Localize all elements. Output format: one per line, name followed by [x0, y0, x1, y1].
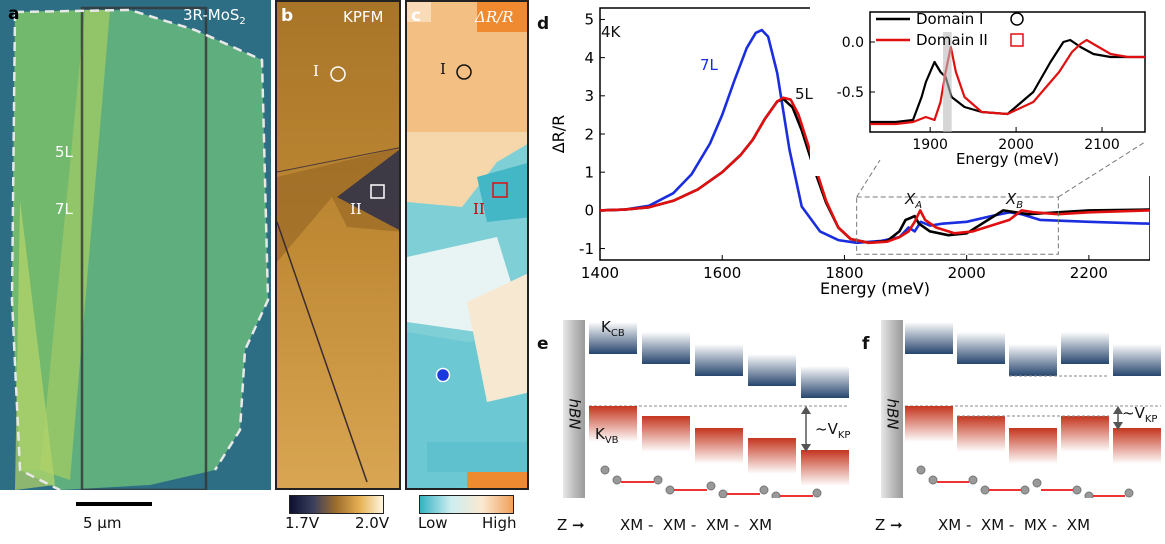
x-axis-label: Energy (meV) [820, 279, 930, 298]
panel-letter-c: c [411, 6, 422, 26]
x-tick-label: 2100 [1084, 137, 1120, 153]
reflectance-map [407, 2, 527, 488]
series-line-5l-domain-ii [599, 96, 1150, 245]
x-tick-label: 2000 [948, 264, 986, 282]
reflectance-cbar-min: Low [418, 514, 448, 532]
kpfm-cbar-max: 2.0V [355, 514, 390, 532]
kvb-label: KVB [595, 425, 619, 446]
x-tick-label: 1600 [703, 264, 741, 282]
kpfm-colorbar [289, 495, 384, 514]
panel-letter-a: a [8, 4, 20, 24]
temperature-label: 4K [601, 23, 621, 41]
panel-letter-d: d [537, 14, 550, 34]
xb-label: XB [1006, 190, 1024, 211]
stacking-order-f: XM - XM - MX - XM [938, 516, 1091, 534]
kpfm-map [277, 2, 399, 488]
vkp-label-e: ~VKP [815, 420, 851, 441]
z-axis-label-e: Z ➞ [557, 516, 585, 534]
stacking-order-e: XM - XM - XM - XM [620, 516, 773, 534]
zoom-region-box [856, 196, 1059, 255]
scalebar-label: 5 μm [83, 514, 122, 532]
label-7l-curve: 7L [700, 56, 718, 74]
zoom-connector [1058, 141, 1146, 198]
hbn-label-e: hBN [565, 398, 584, 430]
optical-image [10, 6, 270, 490]
x-tick-label: 1800 [825, 264, 863, 282]
domain-i-label: I [313, 62, 319, 80]
panel-c: c ΔR/R I II [405, 0, 529, 490]
domain-ii-label: II [473, 200, 485, 218]
y-tick-label: -0.5 [837, 85, 864, 101]
kpfm-cbar-min: 1.7V [285, 514, 320, 532]
scalebar [76, 502, 152, 506]
band-diagram-f [881, 320, 1161, 498]
y-tick-label: 3 [584, 87, 594, 105]
label-5l: 5L [55, 143, 73, 161]
series-line-7l [599, 28, 1150, 245]
x-tick-label: 2000 [998, 137, 1034, 153]
y-axis-label: ΔR/R [549, 115, 568, 154]
domain-ii-label: II [350, 200, 362, 218]
y-tick-label: 0.0 [842, 35, 864, 51]
legend-marker-circle [1010, 12, 1024, 26]
reflectance-cbar-max: High [482, 514, 517, 532]
hbn-label-f: hBN [883, 398, 902, 430]
y-tick-label: 5 [584, 11, 594, 29]
y-tick-label: 2 [584, 125, 594, 143]
panel-letter-e: e [537, 334, 549, 354]
x-tick-label: 1900 [912, 137, 948, 153]
x-tick-label: 2200 [1070, 264, 1108, 282]
y-tick-label: 4 [584, 49, 594, 67]
domain-i-label: I [440, 60, 446, 78]
label-7l: 7L [55, 200, 73, 218]
x-tick-label: 1400 [581, 264, 619, 282]
material-label: 3R-MoS2 [183, 6, 246, 27]
kcb-label: KCB [601, 318, 625, 339]
highlight-band [943, 32, 952, 132]
series-line-domain-ii [870, 38, 1145, 126]
legend-label: Domain II [916, 31, 988, 49]
reflectance-colorbar [419, 495, 514, 514]
z-axis-label-f: Z ➞ [875, 516, 903, 534]
y-tick-label: 0 [584, 202, 594, 220]
label-5l-curve: 5L [795, 85, 813, 103]
kpfm-title: KPFM [343, 8, 384, 26]
reflectance-spectrum-chart: 1400 1600 1800 2000 2200 -1 0 1 2 3 4 5 Energy (meV)… [549, 4, 1150, 298]
xa-label: XA [905, 190, 923, 211]
reflectance-title: ΔR/R [475, 8, 514, 26]
series-line-domain-i [870, 38, 1145, 124]
legend-marker-square [1010, 33, 1024, 47]
panel-letter-b: b [281, 6, 294, 26]
y-tick-label: -1 [579, 240, 594, 258]
panel-b: b KPFM I II [275, 0, 401, 490]
legend-label: Domain I [916, 10, 983, 28]
y-tick-label: 1 [584, 163, 594, 181]
inset-legend: Domain I Domain II [876, 10, 1024, 49]
vkp-label-f: ~VKP [1122, 404, 1158, 425]
band-diagram-e [563, 320, 849, 498]
panel-a: a 3R-MoS2 5L 7L [0, 0, 271, 490]
x-axis-label: Energy (meV) [956, 150, 1059, 168]
panel-letter-f: f [862, 334, 870, 354]
zoom-connector [856, 159, 881, 198]
